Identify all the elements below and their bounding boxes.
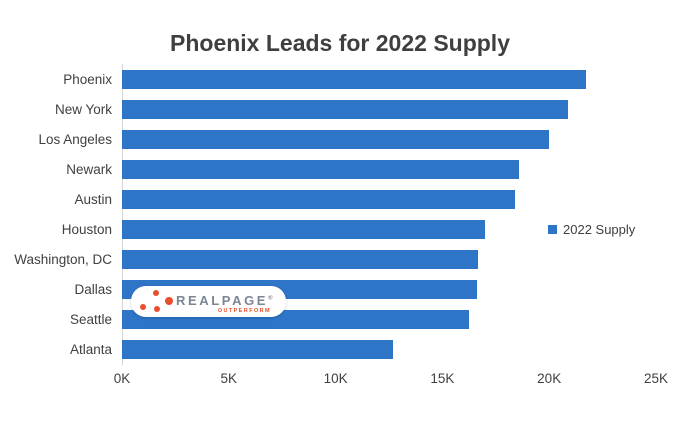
legend: 2022 Supply [548, 222, 635, 237]
bar-austin [122, 189, 516, 209]
x-tick-label: 10K [323, 371, 348, 386]
category-label: Los Angeles [38, 131, 112, 147]
bar-los-angeles [122, 129, 550, 149]
bar-track [122, 159, 656, 179]
x-tick-label: 5K [220, 371, 238, 386]
x-axis: 0K 5K 10K 15K 20K 25K [114, 371, 668, 387]
chart-row: Newark [0, 154, 656, 184]
bar-rows: Phoenix New York Los Angeles Newark Austin Ho… [0, 64, 656, 364]
chart-row: Dallas [0, 274, 656, 304]
chart-row: Washington, DC [0, 244, 656, 274]
logo-dot-icon [165, 297, 173, 305]
bar-phoenix [122, 69, 586, 89]
chart-row: Atlanta [0, 334, 656, 364]
bar-track [122, 339, 656, 359]
category-label: Austin [74, 191, 112, 207]
bar-track [122, 99, 656, 119]
chart-row: New York [0, 94, 656, 124]
chart-title: Phoenix Leads for 2022 Supply [170, 30, 510, 56]
registered-trademark-icon: ® [268, 295, 273, 302]
bar-new-york [122, 99, 569, 119]
chart-row: Los Angeles [0, 124, 656, 154]
category-label: Washington, DC [14, 251, 112, 267]
category-label: Atlanta [69, 341, 112, 357]
bar-houston [122, 219, 486, 239]
bar-track [122, 219, 656, 239]
category-label: New York [54, 101, 112, 117]
logo-brand-text: REALPAGE® [176, 293, 273, 308]
legend-label: 2022 Supply [563, 222, 636, 237]
chart-row: Phoenix [0, 64, 656, 94]
bar-atlanta [122, 339, 394, 359]
x-tick-label: 15K [430, 371, 455, 386]
logo-dot-icon [140, 304, 146, 310]
category-label: Phoenix [63, 71, 112, 87]
y-axis-line [122, 64, 123, 365]
logo-dot-icon [154, 306, 160, 312]
bar-track [122, 129, 656, 149]
category-label: Houston [61, 221, 112, 237]
bar-track [122, 249, 656, 269]
x-tick-label: 0K [113, 371, 131, 386]
chart-row: Houston [0, 214, 656, 244]
x-tick-label: 20K [537, 371, 562, 386]
category-label: Seattle [69, 311, 112, 327]
bar-washington-dc [122, 249, 478, 269]
chart-row: Seattle [0, 304, 656, 334]
bar-track [122, 189, 656, 209]
legend-marker-icon [548, 225, 557, 234]
logo-dot-icon [153, 290, 159, 296]
bar-newark [122, 159, 520, 179]
category-label: Dallas [74, 281, 112, 297]
bar-track [122, 69, 656, 89]
category-label: Newark [66, 161, 112, 177]
chart-row: Austin [0, 184, 656, 214]
logo-tagline: OUTPERFORM [217, 308, 271, 314]
x-tick-label: 25K [643, 371, 669, 386]
realpage-logo: REALPAGE® OUTPERFORM [131, 286, 286, 317]
